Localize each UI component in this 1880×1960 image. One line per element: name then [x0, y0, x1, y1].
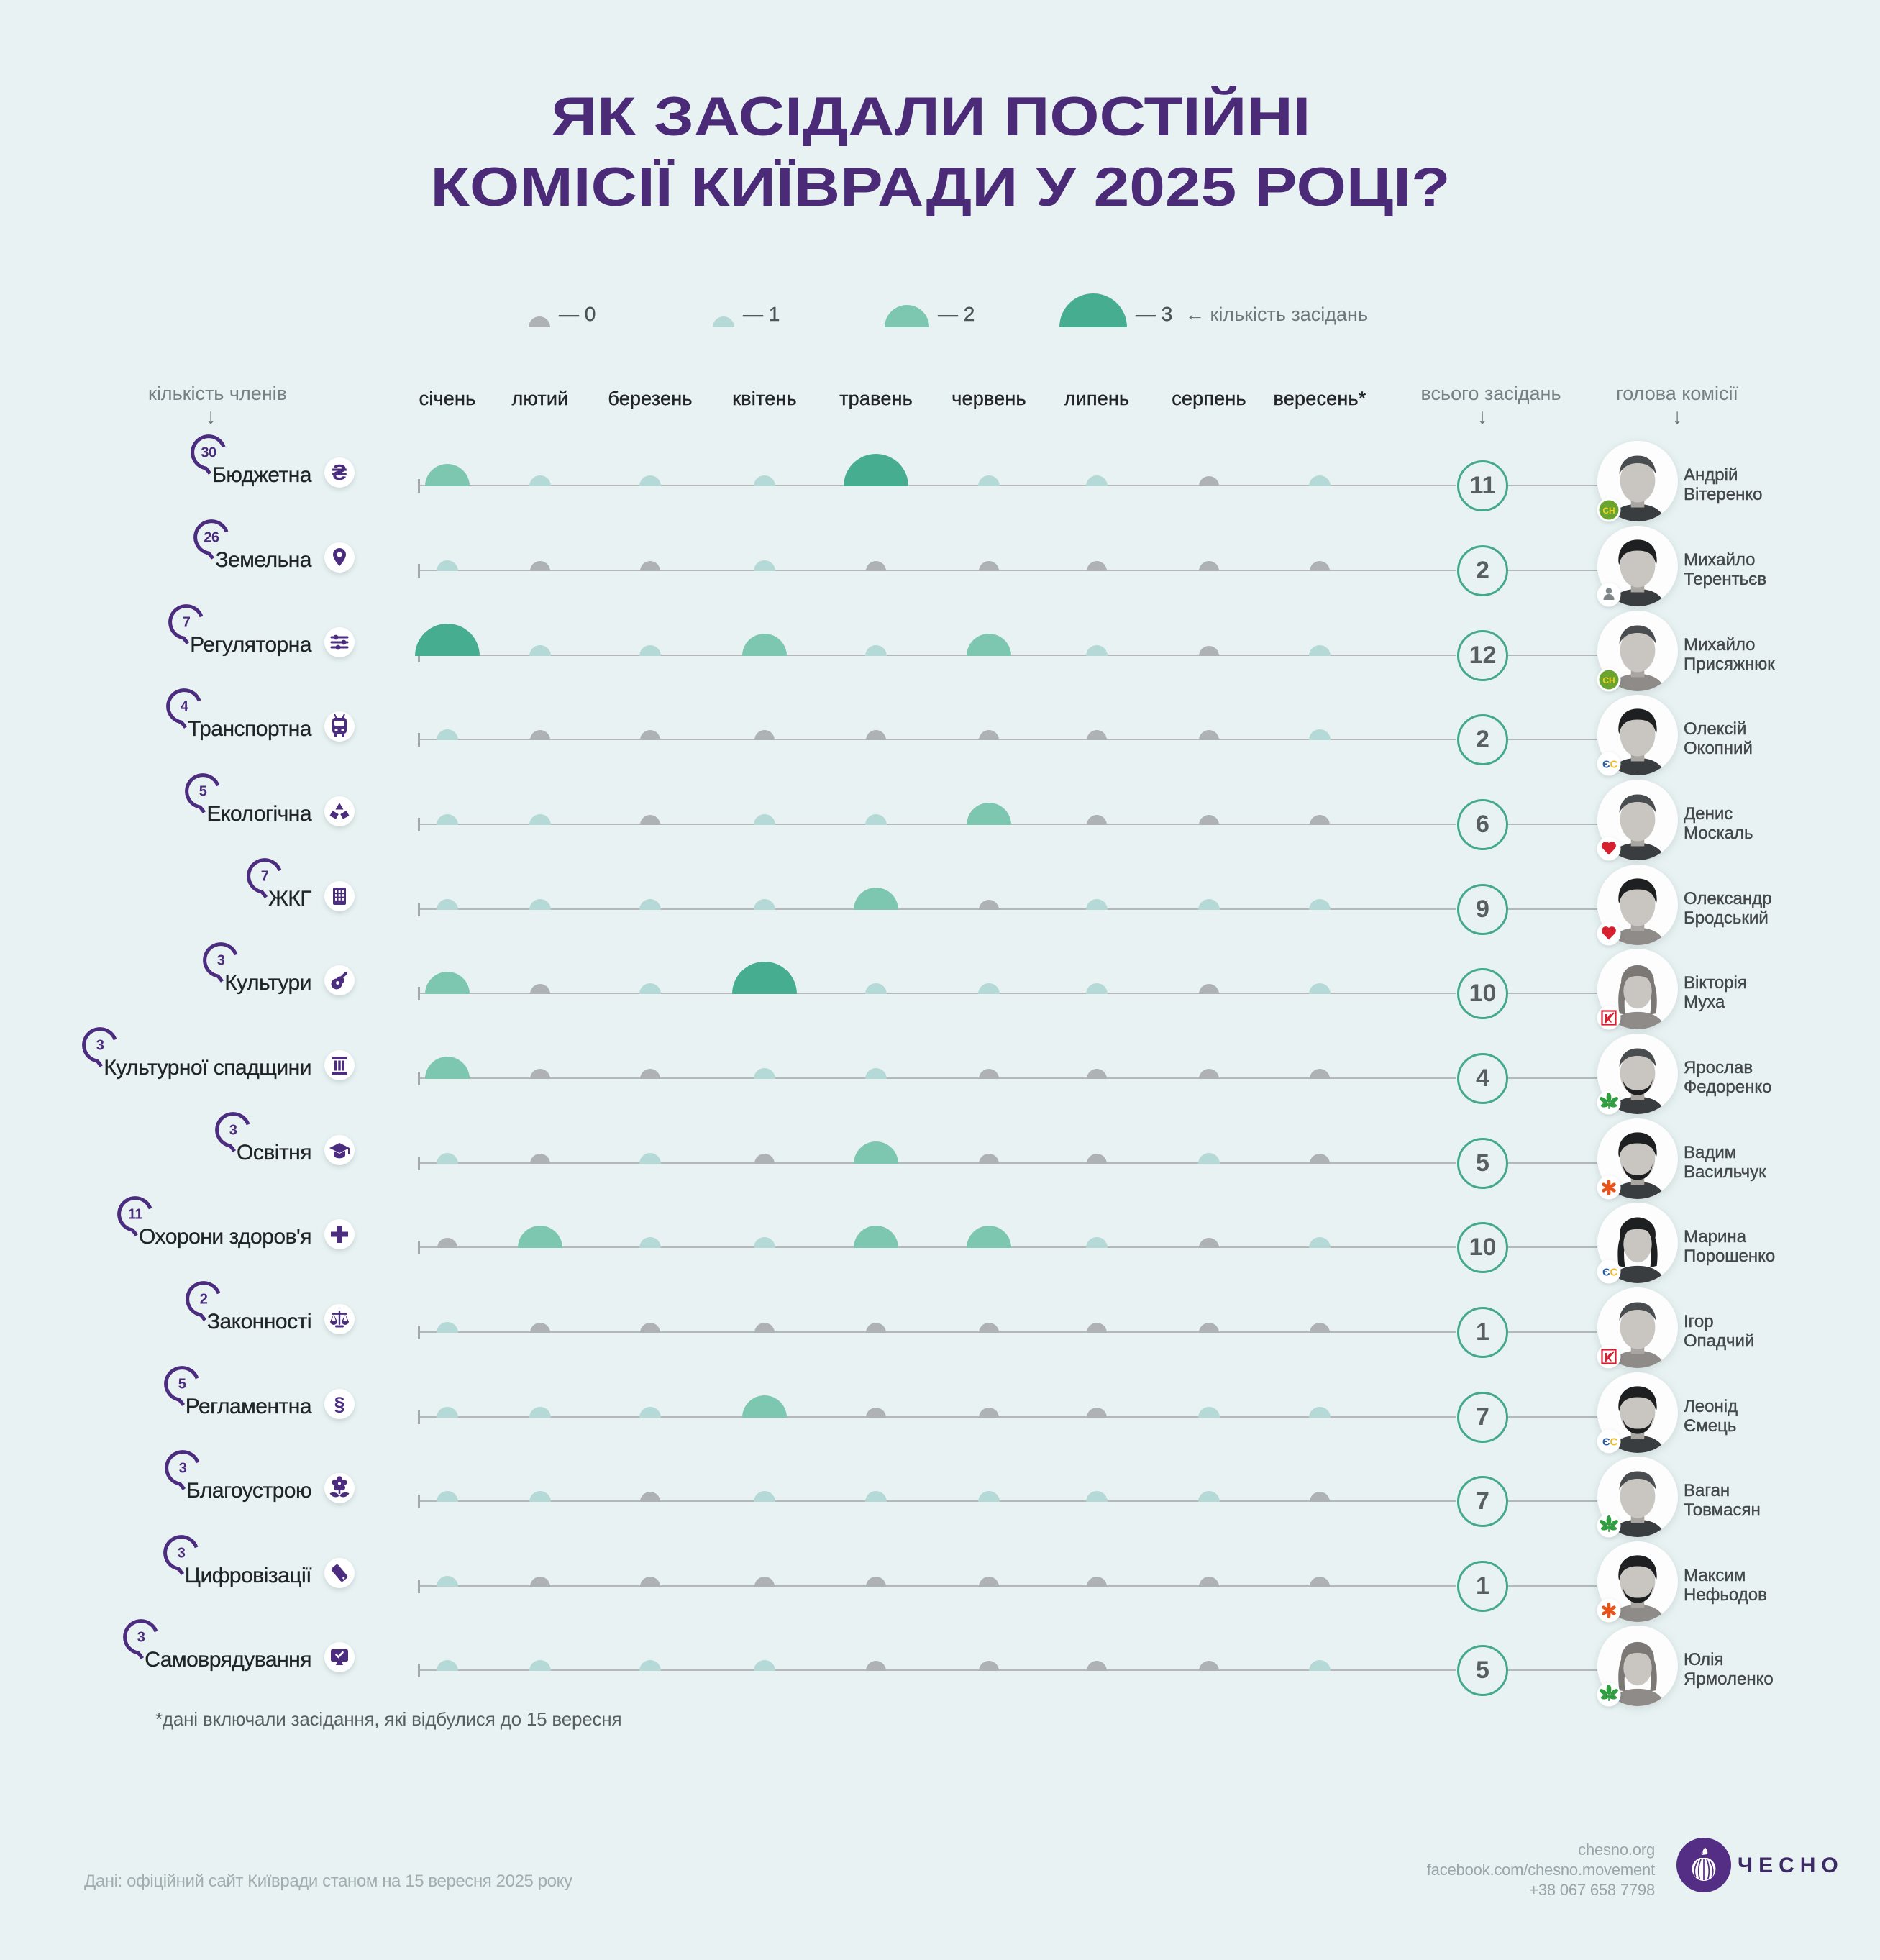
svg-text:3: 3 [229, 1123, 237, 1139]
svg-text:3: 3 [96, 1038, 104, 1054]
svg-text:СН: СН [1602, 506, 1615, 516]
svg-text:Є: Є [1602, 1436, 1610, 1449]
svg-text:3: 3 [177, 1546, 185, 1562]
svg-text:4: 4 [181, 699, 189, 715]
svg-text:5: 5 [199, 784, 207, 800]
svg-text:26: 26 [204, 530, 220, 546]
svg-text:11: 11 [128, 1207, 143, 1223]
svg-text:Є: Є [1602, 1267, 1610, 1279]
svg-text:30: 30 [201, 445, 217, 461]
svg-text:7: 7 [261, 869, 269, 885]
svg-text:Є: Є [1602, 759, 1610, 771]
svg-text:С: С [1610, 1436, 1618, 1449]
svg-text:3: 3 [137, 1630, 145, 1646]
svg-text:3: 3 [217, 953, 225, 969]
svg-text:С: С [1610, 759, 1618, 771]
svg-text:2: 2 [200, 1292, 208, 1308]
svg-text:5: 5 [178, 1377, 186, 1392]
svg-text:СН: СН [1602, 675, 1615, 685]
svg-text:3: 3 [179, 1461, 187, 1477]
svg-text:7: 7 [183, 615, 191, 631]
svg-text:С: С [1610, 1267, 1618, 1279]
